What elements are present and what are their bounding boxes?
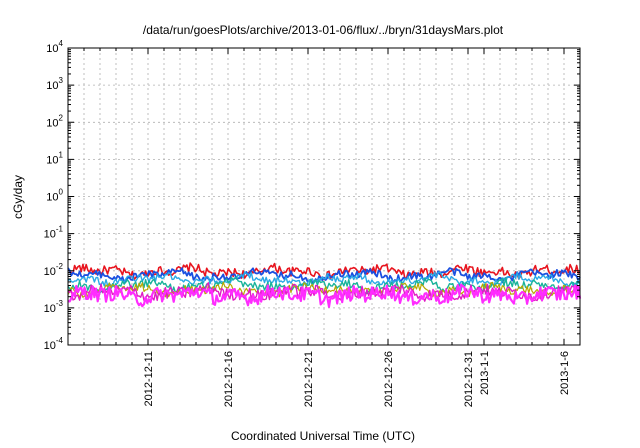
x-tick-label: 2012-12-11 (143, 351, 155, 406)
y-tick-label: 10-3 (44, 299, 64, 315)
y-tick-label: 10-4 (44, 336, 64, 352)
y-tick-label: 103 (46, 76, 63, 92)
y-tick-label: 10-1 (44, 225, 64, 241)
x-tick-label: 2012-12-31 (463, 351, 475, 407)
y-tick-label: 100 (46, 188, 63, 204)
y-tick-label: 104 (46, 39, 63, 55)
series-line (67, 283, 582, 308)
series-line (67, 271, 581, 288)
x-tick-label: 2012-12-21 (303, 351, 315, 407)
tick-layer: 104 103 102 101 100 10-1 10-2 10-3 10-4 2012-12-1… (44, 39, 580, 407)
x-tick-label: 2013-1-1 (479, 351, 491, 395)
series-layer (67, 262, 582, 308)
y-tick-label: 10-2 (44, 262, 64, 278)
y-axis-label: cGy/day (11, 175, 25, 219)
x-tick-label: 2012-12-26 (383, 351, 395, 407)
y-tick-label: 101 (46, 150, 63, 166)
x-tick-label: 2012-12-16 (223, 351, 235, 407)
y-tick-label: 102 (46, 113, 63, 129)
grid (68, 48, 580, 345)
x-axis-label: Coordinated Universal Time (UTC) (231, 429, 415, 443)
chart-title: /data/run/goesPlots/archive/2013-01-06/f… (143, 23, 504, 37)
series-line (67, 267, 581, 284)
x-tick-label: 2013-1-6 (559, 351, 571, 395)
